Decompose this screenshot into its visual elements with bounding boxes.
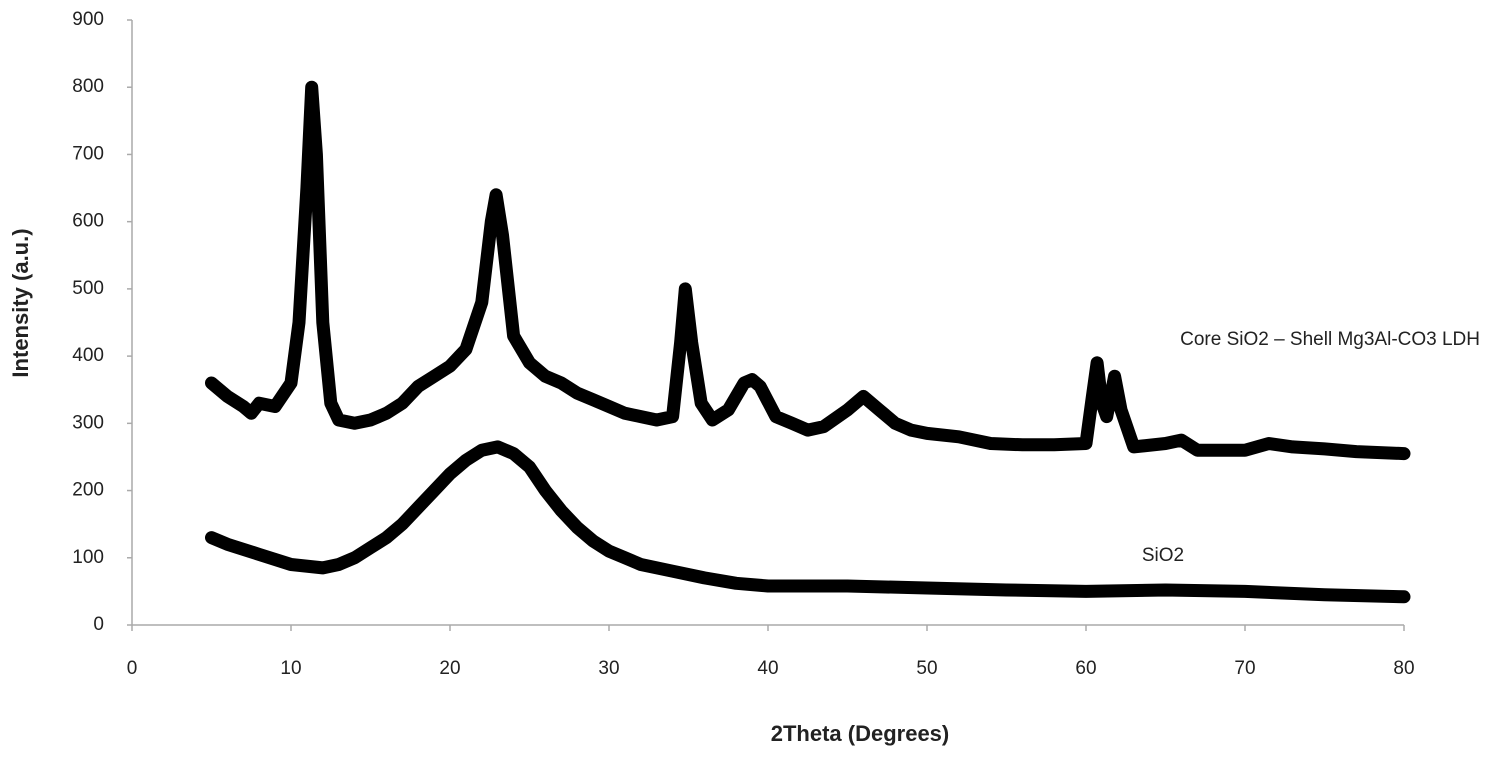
y-tick-label: 700 — [72, 143, 104, 164]
y-tick-label: 300 — [72, 412, 104, 433]
y-tick-label: 100 — [72, 547, 104, 568]
x-axis-title: 2Theta (Degrees) — [771, 721, 950, 746]
y-tick-label: 0 — [93, 614, 104, 635]
x-tick-label: 60 — [1075, 658, 1096, 679]
x-tick-label: 70 — [1234, 658, 1255, 679]
data-line — [205, 80, 1411, 461]
x-tick-label: 0 — [127, 658, 138, 679]
x-tick-label: 10 — [280, 658, 301, 679]
series-label: Core SiO2 – Shell Mg3Al-CO3 LDH — [1180, 329, 1480, 350]
x-tick-label: 30 — [598, 658, 619, 679]
y-tick-label: 900 — [72, 9, 104, 30]
y-axis-title: Intensity (a.u.) — [8, 228, 33, 377]
y-tick-label: 400 — [72, 345, 104, 366]
x-tick-label: 20 — [439, 658, 460, 679]
data-line — [205, 440, 1411, 604]
y-tick-label: 600 — [72, 211, 104, 232]
y-tick-label: 200 — [72, 480, 104, 501]
x-tick-label: 80 — [1393, 658, 1414, 679]
x-tick-label: 40 — [757, 658, 778, 679]
y-tick-label: 500 — [72, 278, 104, 299]
series-label: SiO2 — [1142, 545, 1184, 566]
y-tick-label: 800 — [72, 76, 104, 97]
x-tick-label: 50 — [916, 658, 937, 679]
